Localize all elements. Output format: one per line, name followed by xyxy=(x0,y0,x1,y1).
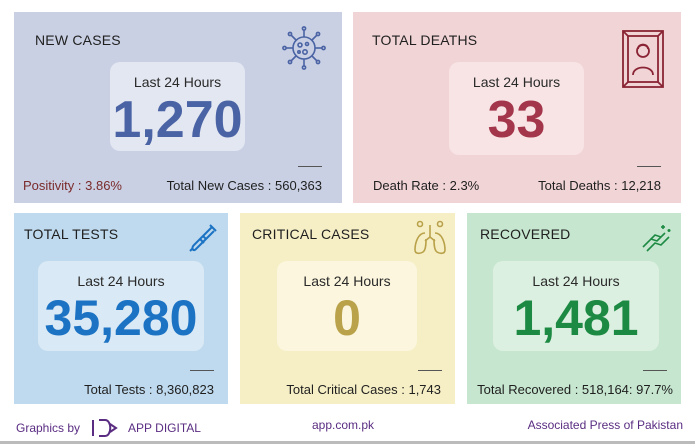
graphics-by-label: Graphics by xyxy=(16,421,81,435)
recovered-divider xyxy=(643,370,667,371)
total-deaths-period: Last 24 Hours xyxy=(472,74,561,90)
total-tests-highlight: Last 24 Hours 35,280 xyxy=(38,261,204,351)
death-rate-stat: Death Rate : 2.3% xyxy=(373,178,480,193)
total-deaths-stat: Total Deaths : 12,218 xyxy=(538,178,661,193)
total-deaths-highlight: Last 24 Hours 33 xyxy=(449,62,584,155)
total-tests-value: 35,280 xyxy=(44,290,198,346)
app-digital-logo-icon xyxy=(92,419,118,437)
total-tests-card: TOTAL TESTS Last 24 Hours 35,280 Total T… xyxy=(14,213,228,404)
footer-credit: Graphics by APP DIGITAL xyxy=(16,418,201,438)
app-digital-brand: APP DIGITAL xyxy=(128,421,201,435)
recovered-value: 1,481 xyxy=(513,290,639,346)
total-tests-period: Last 24 Hours xyxy=(77,273,165,289)
new-cases-highlight: Last 24 Hours 1,270 xyxy=(110,62,245,151)
new-cases-title: NEW CASES xyxy=(35,32,121,48)
total-critical-cases-stat: Total Critical Cases : 1,743 xyxy=(286,382,441,397)
critical-cases-card: CRITICAL CASES Last 24 Hours 0 Total Cri… xyxy=(240,213,455,404)
bottom-rule xyxy=(0,441,695,444)
total-tests-title: TOTAL TESTS xyxy=(24,226,119,242)
portrait-icon xyxy=(622,30,664,88)
virus-icon xyxy=(282,26,326,70)
new-cases-card: NEW CASES Last 24 Hours 1,270 Positivity… xyxy=(14,12,342,203)
critical-cases-highlight: Last 24 Hours 0 xyxy=(277,261,417,351)
new-cases-period: Last 24 Hours xyxy=(133,74,222,90)
total-tests-divider xyxy=(190,370,214,371)
recovered-title: RECOVERED xyxy=(480,226,571,242)
handshake-icon xyxy=(642,225,671,252)
total-deaths-title: TOTAL DEATHS xyxy=(372,32,478,48)
total-deaths-value: 33 xyxy=(487,91,546,149)
total-new-cases-stat: Total New Cases : 560,363 xyxy=(166,178,322,193)
total-recovered-stat: Total Recovered : 518,164: 97.7% xyxy=(477,382,673,397)
critical-cases-title: CRITICAL CASES xyxy=(252,226,370,242)
total-deaths-card: TOTAL DEATHS Last 24 Hours 33 Death Rate… xyxy=(353,12,681,203)
test-tube-icon xyxy=(189,224,217,252)
recovered-card: RECOVERED Last 24 Hours 1,481 Total Reco… xyxy=(467,213,681,404)
total-tests-stat: Total Tests : 8,360,823 xyxy=(84,382,214,397)
lungs-icon xyxy=(414,220,446,255)
organization-name: Associated Press of Pakistan xyxy=(527,418,683,432)
website-link[interactable]: app.com.pk xyxy=(312,418,375,432)
positivity-stat: Positivity : 3.86% xyxy=(23,178,122,193)
new-cases-value: 1,270 xyxy=(112,91,243,149)
critical-cases-divider xyxy=(418,370,442,371)
footer: Graphics by APP DIGITAL app.com.pk Assoc… xyxy=(0,410,695,440)
recovered-highlight: Last 24 Hours 1,481 xyxy=(493,261,659,351)
critical-cases-value: 0 xyxy=(333,290,361,346)
total-deaths-divider xyxy=(637,166,661,167)
critical-cases-period: Last 24 Hours xyxy=(303,273,391,289)
recovered-period: Last 24 Hours xyxy=(532,273,620,289)
new-cases-divider xyxy=(298,166,322,167)
